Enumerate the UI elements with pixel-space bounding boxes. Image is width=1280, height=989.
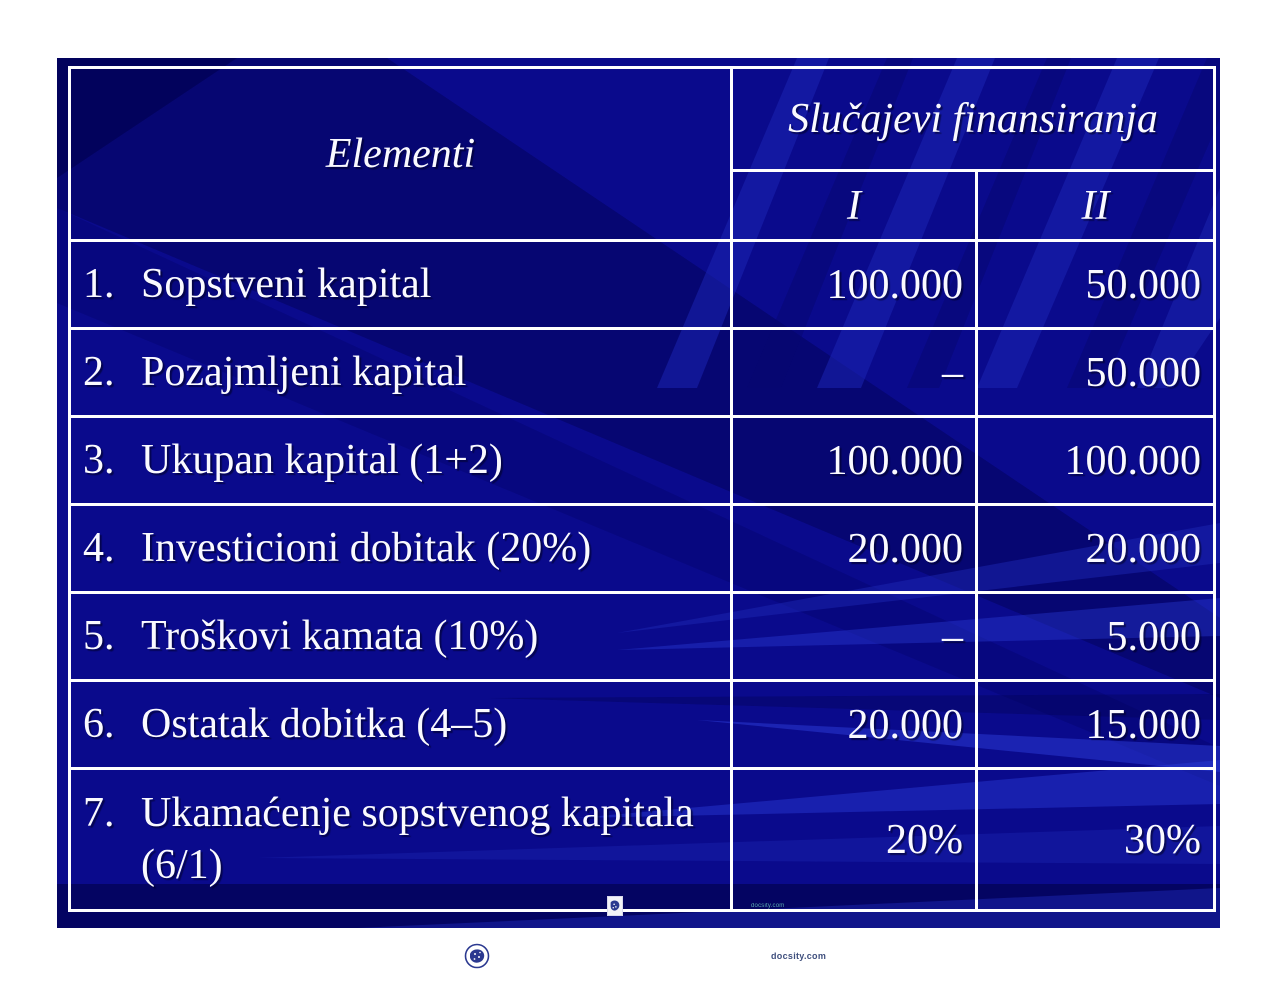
row-number: 5. xyxy=(83,612,115,659)
row-number: 6. xyxy=(83,700,115,747)
row-number: 2. xyxy=(83,348,115,395)
row-number: 7. xyxy=(83,790,115,837)
row-number: 1. xyxy=(83,260,115,307)
table-row: 7. Ukamaćenje sopstvenog kapitala (6/1) … xyxy=(68,767,1217,912)
value-case-ii: 20.000 xyxy=(974,503,1217,594)
row-label: Ukamaćenje sopstvenog kapitala (6/1) xyxy=(141,790,694,888)
row-number: 4. xyxy=(83,524,115,571)
row-label: Investicioni dobitak (20%) xyxy=(141,524,592,571)
table-row: 2. Pozajmljeni kapital – 50.000 xyxy=(68,327,1217,418)
row-number: 3. xyxy=(83,436,115,483)
value-case-ii: 15.000 xyxy=(974,679,1217,770)
header-col-ii: II xyxy=(974,169,1217,242)
docsity-logo-icon xyxy=(464,943,490,969)
row-label: Sopstveni kapital xyxy=(141,260,432,307)
table-row: 1. Sopstveni kapital 100.000 50.000 xyxy=(68,239,1217,330)
tiny-watermark-stamp-icon xyxy=(607,896,623,916)
value-case-ii: 100.000 xyxy=(974,415,1217,506)
header-group-slucajevi: Slučajevi finansiranja xyxy=(729,66,1217,172)
value-case-ii: 50.000 xyxy=(974,239,1217,330)
value-case-i: 20% xyxy=(730,767,978,912)
value-case-i: 20.000 xyxy=(730,679,978,770)
value-case-ii: 30% xyxy=(974,767,1217,912)
value-case-i: 100.000 xyxy=(730,239,978,330)
row-label: Pozajmljeni kapital xyxy=(141,348,467,395)
header-elementi: Elementi xyxy=(68,66,733,242)
value-case-ii: 5.000 xyxy=(974,591,1217,682)
value-case-i: 100.000 xyxy=(730,415,978,506)
value-case-i: – xyxy=(730,591,978,682)
row-label: Troškovi kamata (10%) xyxy=(141,612,539,659)
value-case-i: 20.000 xyxy=(730,503,978,594)
header-col-i: I xyxy=(730,169,978,242)
docsity-brand-text: docsity.com xyxy=(771,951,827,961)
row-label: Ostatak dobitka (4–5) xyxy=(141,700,508,747)
financing-table: Elementi Slučajevi finansiranja I II 1. … xyxy=(68,66,1217,912)
slide-canvas: Elementi Slučajevi finansiranja I II 1. … xyxy=(57,58,1220,928)
table-row: 4. Investicioni dobitak (20%) 20.000 20.… xyxy=(68,503,1217,594)
value-case-i: – xyxy=(730,327,978,418)
tiny-watermark-text: docsity.com xyxy=(751,903,785,909)
value-case-ii: 50.000 xyxy=(974,327,1217,418)
table-row: 5. Troškovi kamata (10%) – 5.000 xyxy=(68,591,1217,682)
table-row: 3. Ukupan kapital (1+2) 100.000 100.000 xyxy=(68,415,1217,506)
row-label: Ukupan kapital (1+2) xyxy=(141,436,503,483)
table-row: 6. Ostatak dobitka (4–5) 20.000 15.000 xyxy=(68,679,1217,770)
